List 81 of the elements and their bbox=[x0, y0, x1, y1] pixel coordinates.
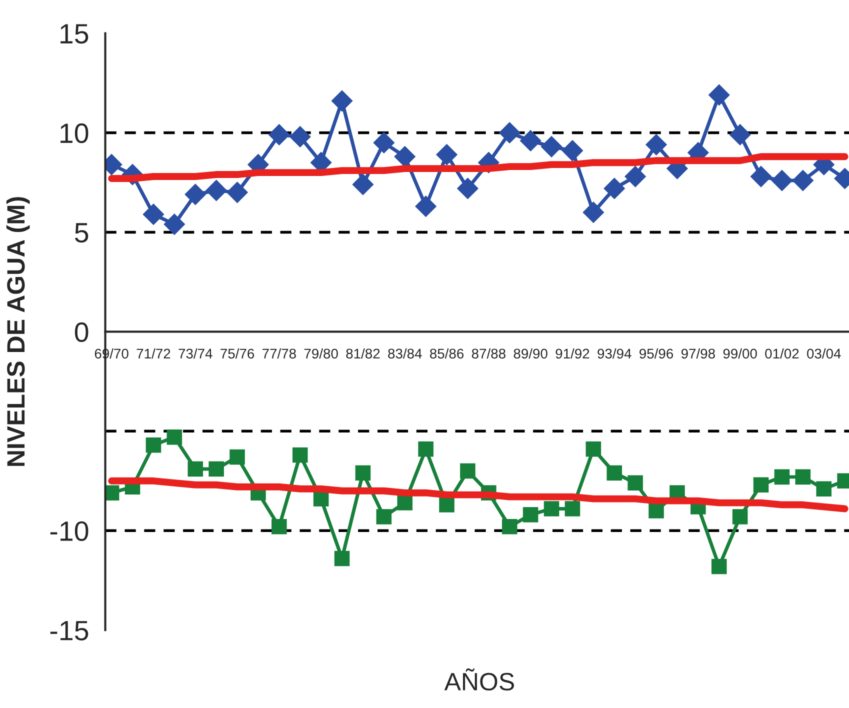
x-tick-label: 81/82 bbox=[346, 348, 380, 359]
point bbox=[586, 441, 602, 457]
point bbox=[795, 469, 811, 485]
point bbox=[184, 184, 206, 206]
point bbox=[522, 507, 538, 522]
point bbox=[708, 84, 730, 106]
point bbox=[624, 166, 646, 188]
point bbox=[146, 437, 162, 453]
x-tick-label: 95/96 bbox=[640, 348, 674, 359]
point bbox=[750, 166, 772, 188]
point bbox=[331, 90, 353, 112]
point bbox=[540, 136, 562, 158]
point bbox=[352, 174, 374, 196]
point bbox=[498, 122, 520, 144]
y-axis-title: NIVELES DE AGUA (M) bbox=[6, 197, 30, 466]
x-tick-label: 93/94 bbox=[598, 348, 632, 359]
point bbox=[753, 477, 769, 493]
point bbox=[394, 146, 416, 168]
x-tick-label: 89/90 bbox=[514, 348, 548, 359]
point bbox=[711, 558, 727, 574]
point bbox=[436, 144, 458, 166]
x-tick-label: 91/92 bbox=[556, 348, 590, 359]
point bbox=[334, 550, 350, 566]
x-tick-label: 73/74 bbox=[178, 348, 212, 359]
point bbox=[206, 180, 228, 202]
x-tick-label: 75/76 bbox=[220, 348, 254, 359]
x-tick-label: 83/84 bbox=[388, 348, 422, 359]
x-tick-label: 79/80 bbox=[304, 348, 338, 359]
point bbox=[628, 475, 643, 491]
point bbox=[645, 134, 668, 156]
x-tick-label: 85/86 bbox=[430, 348, 464, 359]
point bbox=[272, 519, 287, 534]
point bbox=[208, 461, 224, 477]
point bbox=[544, 501, 560, 516]
x-tick-label: 77/78 bbox=[262, 348, 296, 359]
point bbox=[648, 503, 664, 518]
x-tick-label: 87/88 bbox=[472, 348, 506, 359]
x-axis-title: AÑOS bbox=[444, 668, 514, 691]
point bbox=[418, 441, 434, 457]
y-tick-label: 0 bbox=[74, 322, 88, 342]
y-tick-label: 5 bbox=[74, 223, 88, 243]
point bbox=[460, 463, 476, 479]
point bbox=[564, 501, 580, 516]
point bbox=[456, 178, 479, 200]
point bbox=[606, 465, 622, 481]
point bbox=[397, 495, 412, 510]
point bbox=[604, 178, 626, 200]
point bbox=[105, 485, 120, 500]
point bbox=[816, 481, 832, 497]
point bbox=[771, 170, 793, 192]
point bbox=[732, 509, 748, 524]
x-tick-label: 03/04 bbox=[807, 348, 841, 359]
point bbox=[230, 449, 245, 465]
x-tick-label: 97/98 bbox=[681, 348, 715, 359]
x-tick-label: 71/72 bbox=[136, 348, 170, 359]
y-tick-label: 10 bbox=[60, 123, 88, 144]
point bbox=[292, 447, 308, 463]
point bbox=[289, 126, 311, 148]
point bbox=[520, 130, 542, 152]
point bbox=[774, 469, 790, 485]
point bbox=[582, 202, 604, 224]
point bbox=[729, 124, 751, 146]
x-tick-label: 99/00 bbox=[723, 348, 757, 359]
point bbox=[502, 519, 518, 534]
point bbox=[166, 430, 182, 445]
point bbox=[415, 196, 437, 218]
point bbox=[142, 204, 164, 226]
point bbox=[188, 461, 203, 477]
point bbox=[226, 182, 248, 204]
y-tick-label: -15 bbox=[50, 621, 88, 640]
x-tick-label: 01/02 bbox=[765, 348, 799, 359]
point bbox=[164, 213, 186, 236]
point bbox=[373, 132, 395, 154]
point bbox=[268, 124, 290, 146]
point bbox=[376, 509, 392, 524]
y-tick-label: 15 bbox=[60, 24, 88, 44]
point bbox=[792, 170, 814, 192]
point bbox=[439, 497, 454, 512]
y-tick-label: -10 bbox=[50, 521, 88, 541]
point bbox=[355, 465, 371, 481]
point bbox=[562, 140, 584, 162]
